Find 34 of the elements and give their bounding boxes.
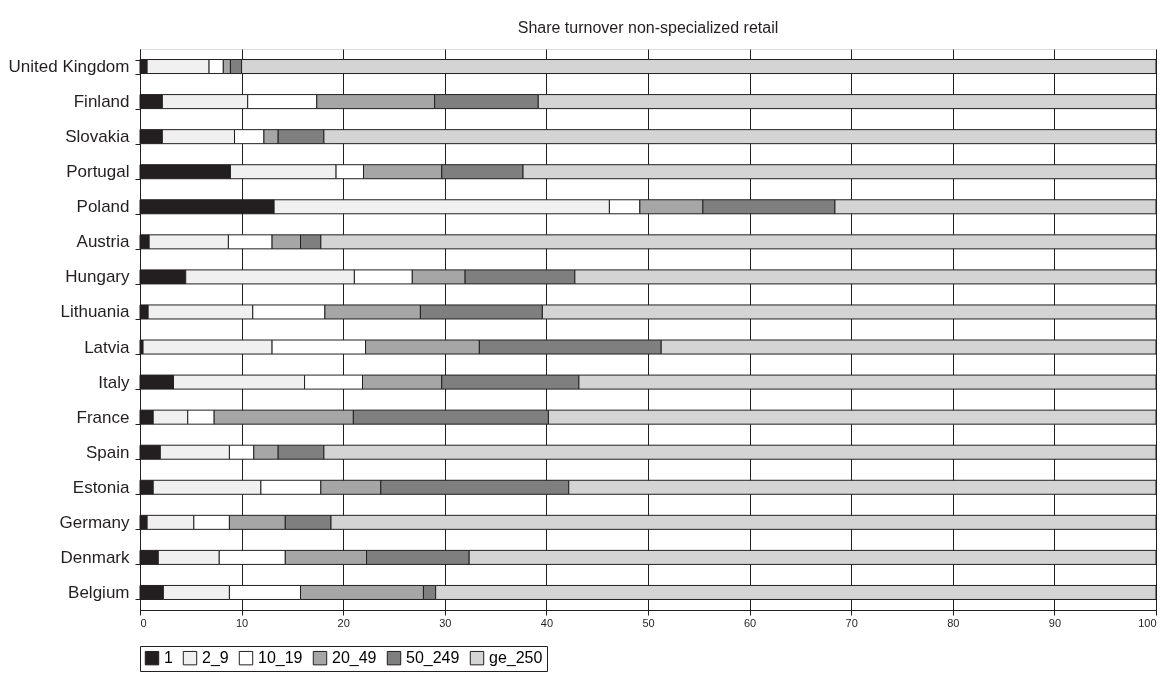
- y-tick-label: Estonia: [72, 477, 131, 497]
- legend-label: 20_49: [332, 649, 377, 668]
- y-tick-label: Latvia: [84, 337, 131, 357]
- x-tick-label: 70: [845, 616, 858, 629]
- x-tick-label: 50: [642, 616, 655, 629]
- y-tick-label: France: [76, 407, 130, 427]
- x-tick-label: 30: [439, 616, 452, 629]
- y-tick-label: Lithuania: [60, 302, 131, 322]
- x-tick-label: 80: [947, 616, 960, 629]
- x-tick-label: 90: [1048, 616, 1062, 629]
- y-tick-label: Belgium: [68, 582, 130, 602]
- chart-title: Share turnover non-specialized retail: [517, 19, 779, 36]
- y-tick-label: Germany: [59, 512, 130, 532]
- y-tick-label: Finland: [73, 92, 130, 112]
- x-tick-label: 20: [337, 616, 350, 629]
- y-tick-label: Italy: [98, 372, 130, 392]
- y-tick-label: Poland: [76, 197, 130, 217]
- x-tick-label: 0: [140, 616, 147, 629]
- legend-label: 1: [164, 649, 173, 667]
- legend-label: ge_250: [489, 649, 543, 668]
- legend-label: 50_249: [406, 649, 460, 668]
- x-tick-label: 100: [1138, 616, 1157, 629]
- y-tick-label: Denmark: [60, 547, 130, 567]
- y-tick-label: Slovakia: [65, 127, 131, 147]
- y-tick-label: United Kingdom: [8, 57, 130, 77]
- y-tick-label: Portugal: [66, 162, 130, 182]
- x-tick-label: 60: [743, 616, 757, 629]
- legend-label: 10_19: [258, 649, 303, 668]
- y-tick-label: Spain: [86, 442, 130, 462]
- x-tick-label: 40: [540, 616, 554, 629]
- y-tick-label: Austria: [76, 232, 131, 252]
- y-tick-label: Hungary: [65, 267, 130, 287]
- x-tick-label: 10: [235, 616, 249, 629]
- legend-label: 2_9: [202, 649, 229, 668]
